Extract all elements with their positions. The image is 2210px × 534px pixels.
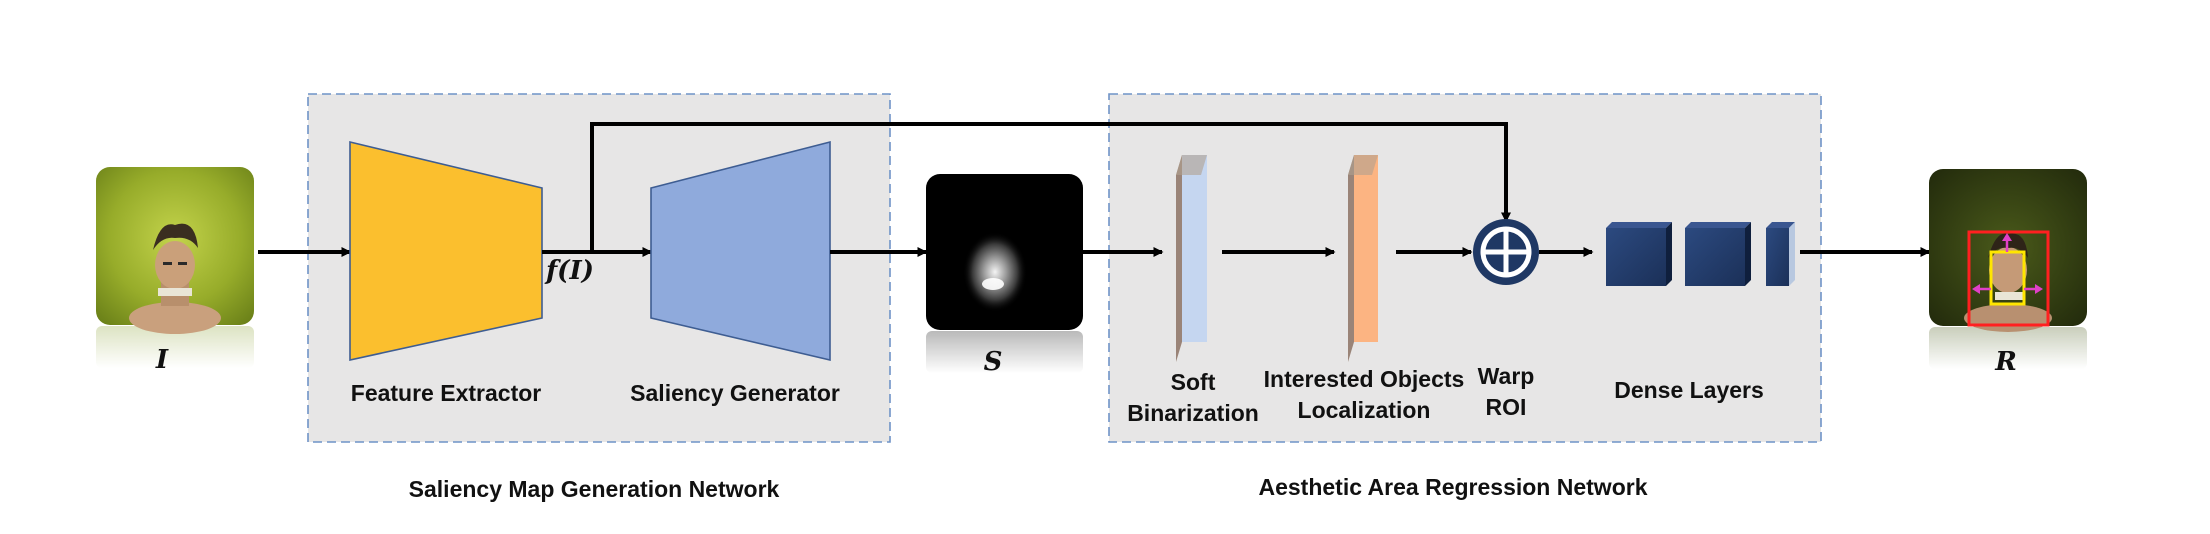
soft-binarization-plane [1176,155,1207,362]
crop-arrows-icon [1972,233,2043,294]
result-image [1929,169,2087,369]
warp-roi-label-line2: ROI [1486,394,1527,420]
saliency-network-title: Saliency Map Generation Network [409,476,780,502]
dense-layers-label: Dense Layers [1614,377,1764,403]
soft-binarization-label-line1: Soft [1171,369,1216,395]
dense-layer-3 [1766,222,1795,286]
feature-extractor-label: Feature Extractor [351,380,542,406]
feature-extractor-block [349,140,543,361]
circled-plus-icon [1473,219,1539,285]
saliency-generator-label: Saliency Generator [630,380,840,406]
saliency-map-label: S [984,347,1003,377]
saliency-map-image [926,174,1083,373]
dense-layer-2 [1685,222,1751,286]
localization-label-line2: Localization [1298,397,1431,423]
skip-connection-arrow [590,122,1511,252]
dense-layer-1 [1606,222,1672,286]
warp-roi-label-line1: Warp [1478,363,1535,389]
aesthetic-network-title: Aesthetic Area Regression Network [1258,474,1647,500]
saliency-generator-block [650,140,831,362]
localization-plane [1348,155,1378,362]
result-image-label: R [1994,347,2017,377]
localization-label-line1: Interested Objects [1264,366,1465,392]
input-image-label: I [155,345,169,375]
feature-symbol: f(I) [544,256,594,286]
soft-binarization-label-line2: Binarization [1127,400,1259,426]
crop-box-outer [1967,230,2050,327]
input-image [96,167,254,368]
